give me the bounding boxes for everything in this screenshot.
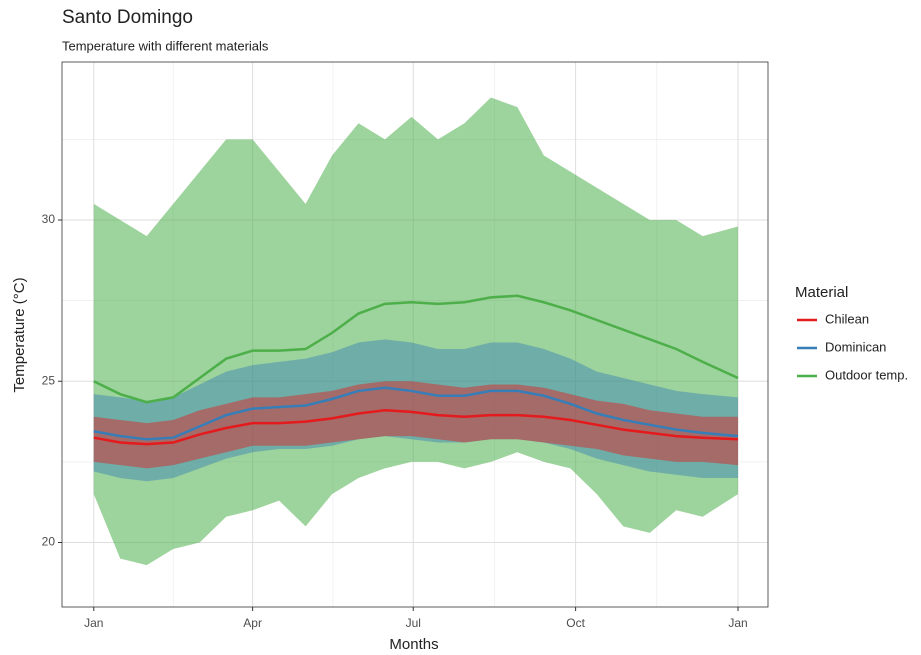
legend-label: Outdoor temp.	[825, 367, 908, 382]
y-axis-title: Temperature (°C)	[11, 277, 28, 392]
chart-title: Santo Domingo	[62, 7, 193, 28]
y-tick-label: 20	[42, 535, 56, 549]
legend-label: Chilean	[825, 311, 869, 326]
range-band	[93, 381, 738, 469]
x-tick-label: Jan	[84, 616, 103, 630]
smooth-line	[93, 294, 739, 404]
x-tick-label: Jul	[406, 616, 421, 630]
y-tick-label: 30	[42, 212, 56, 226]
smooth-line	[93, 409, 739, 446]
x-tick-label: Jan	[728, 616, 747, 630]
x-tick-label: Apr	[243, 616, 262, 630]
smooth-line	[93, 386, 739, 441]
legend-title: Material	[795, 284, 848, 301]
plot-border	[61, 61, 769, 608]
y-tick-label: 25	[42, 373, 56, 387]
chart-subtitle: Temperature with different materials	[62, 38, 269, 53]
x-axis-title: Months	[389, 636, 438, 653]
legend-label: Dominican	[825, 339, 886, 354]
range-band	[93, 339, 738, 482]
x-tick-label: Oct	[566, 616, 585, 630]
range-band	[93, 97, 738, 566]
